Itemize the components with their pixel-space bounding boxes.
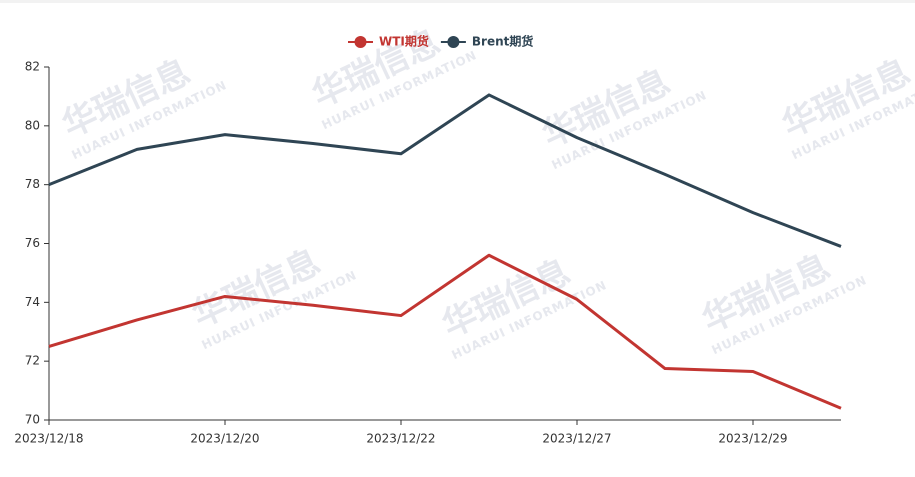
- x-tick-label: 2023/12/18: [14, 432, 83, 446]
- x-tick-label: 2023/12/27: [542, 432, 611, 446]
- x-tick-label: 2023/12/29: [718, 432, 787, 446]
- y-tick-label: 76: [25, 236, 40, 250]
- legend-symbol: [354, 36, 367, 48]
- legend-label: WTI期货: [379, 34, 429, 49]
- legend-label: Brent期货: [472, 34, 533, 49]
- legend: WTI期货 Brent期货: [348, 34, 533, 49]
- axes: 70 72 74 76 78 80 82 2023/12/18 2023/12/20 2023/1…: [14, 60, 841, 446]
- plot: [48, 93, 842, 410]
- series-line: [48, 253, 842, 410]
- y-tick-label: 70: [25, 413, 40, 427]
- legend-symbol: [447, 36, 460, 48]
- y-tick-label: 78: [25, 177, 40, 191]
- y-tick-label: 72: [25, 354, 40, 368]
- series-line: [48, 93, 842, 248]
- y-tick-label: 82: [25, 60, 40, 74]
- top-border: [0, 0, 915, 3]
- x-tick-label: 2023/12/20: [190, 432, 259, 446]
- x-tick-label: 2023/12/22: [366, 432, 435, 446]
- y-tick-label: 80: [25, 118, 40, 132]
- legend-item: Brent期货: [440, 34, 533, 49]
- legend-item: WTI期货: [348, 34, 429, 49]
- y-tick-label: 74: [25, 295, 40, 309]
